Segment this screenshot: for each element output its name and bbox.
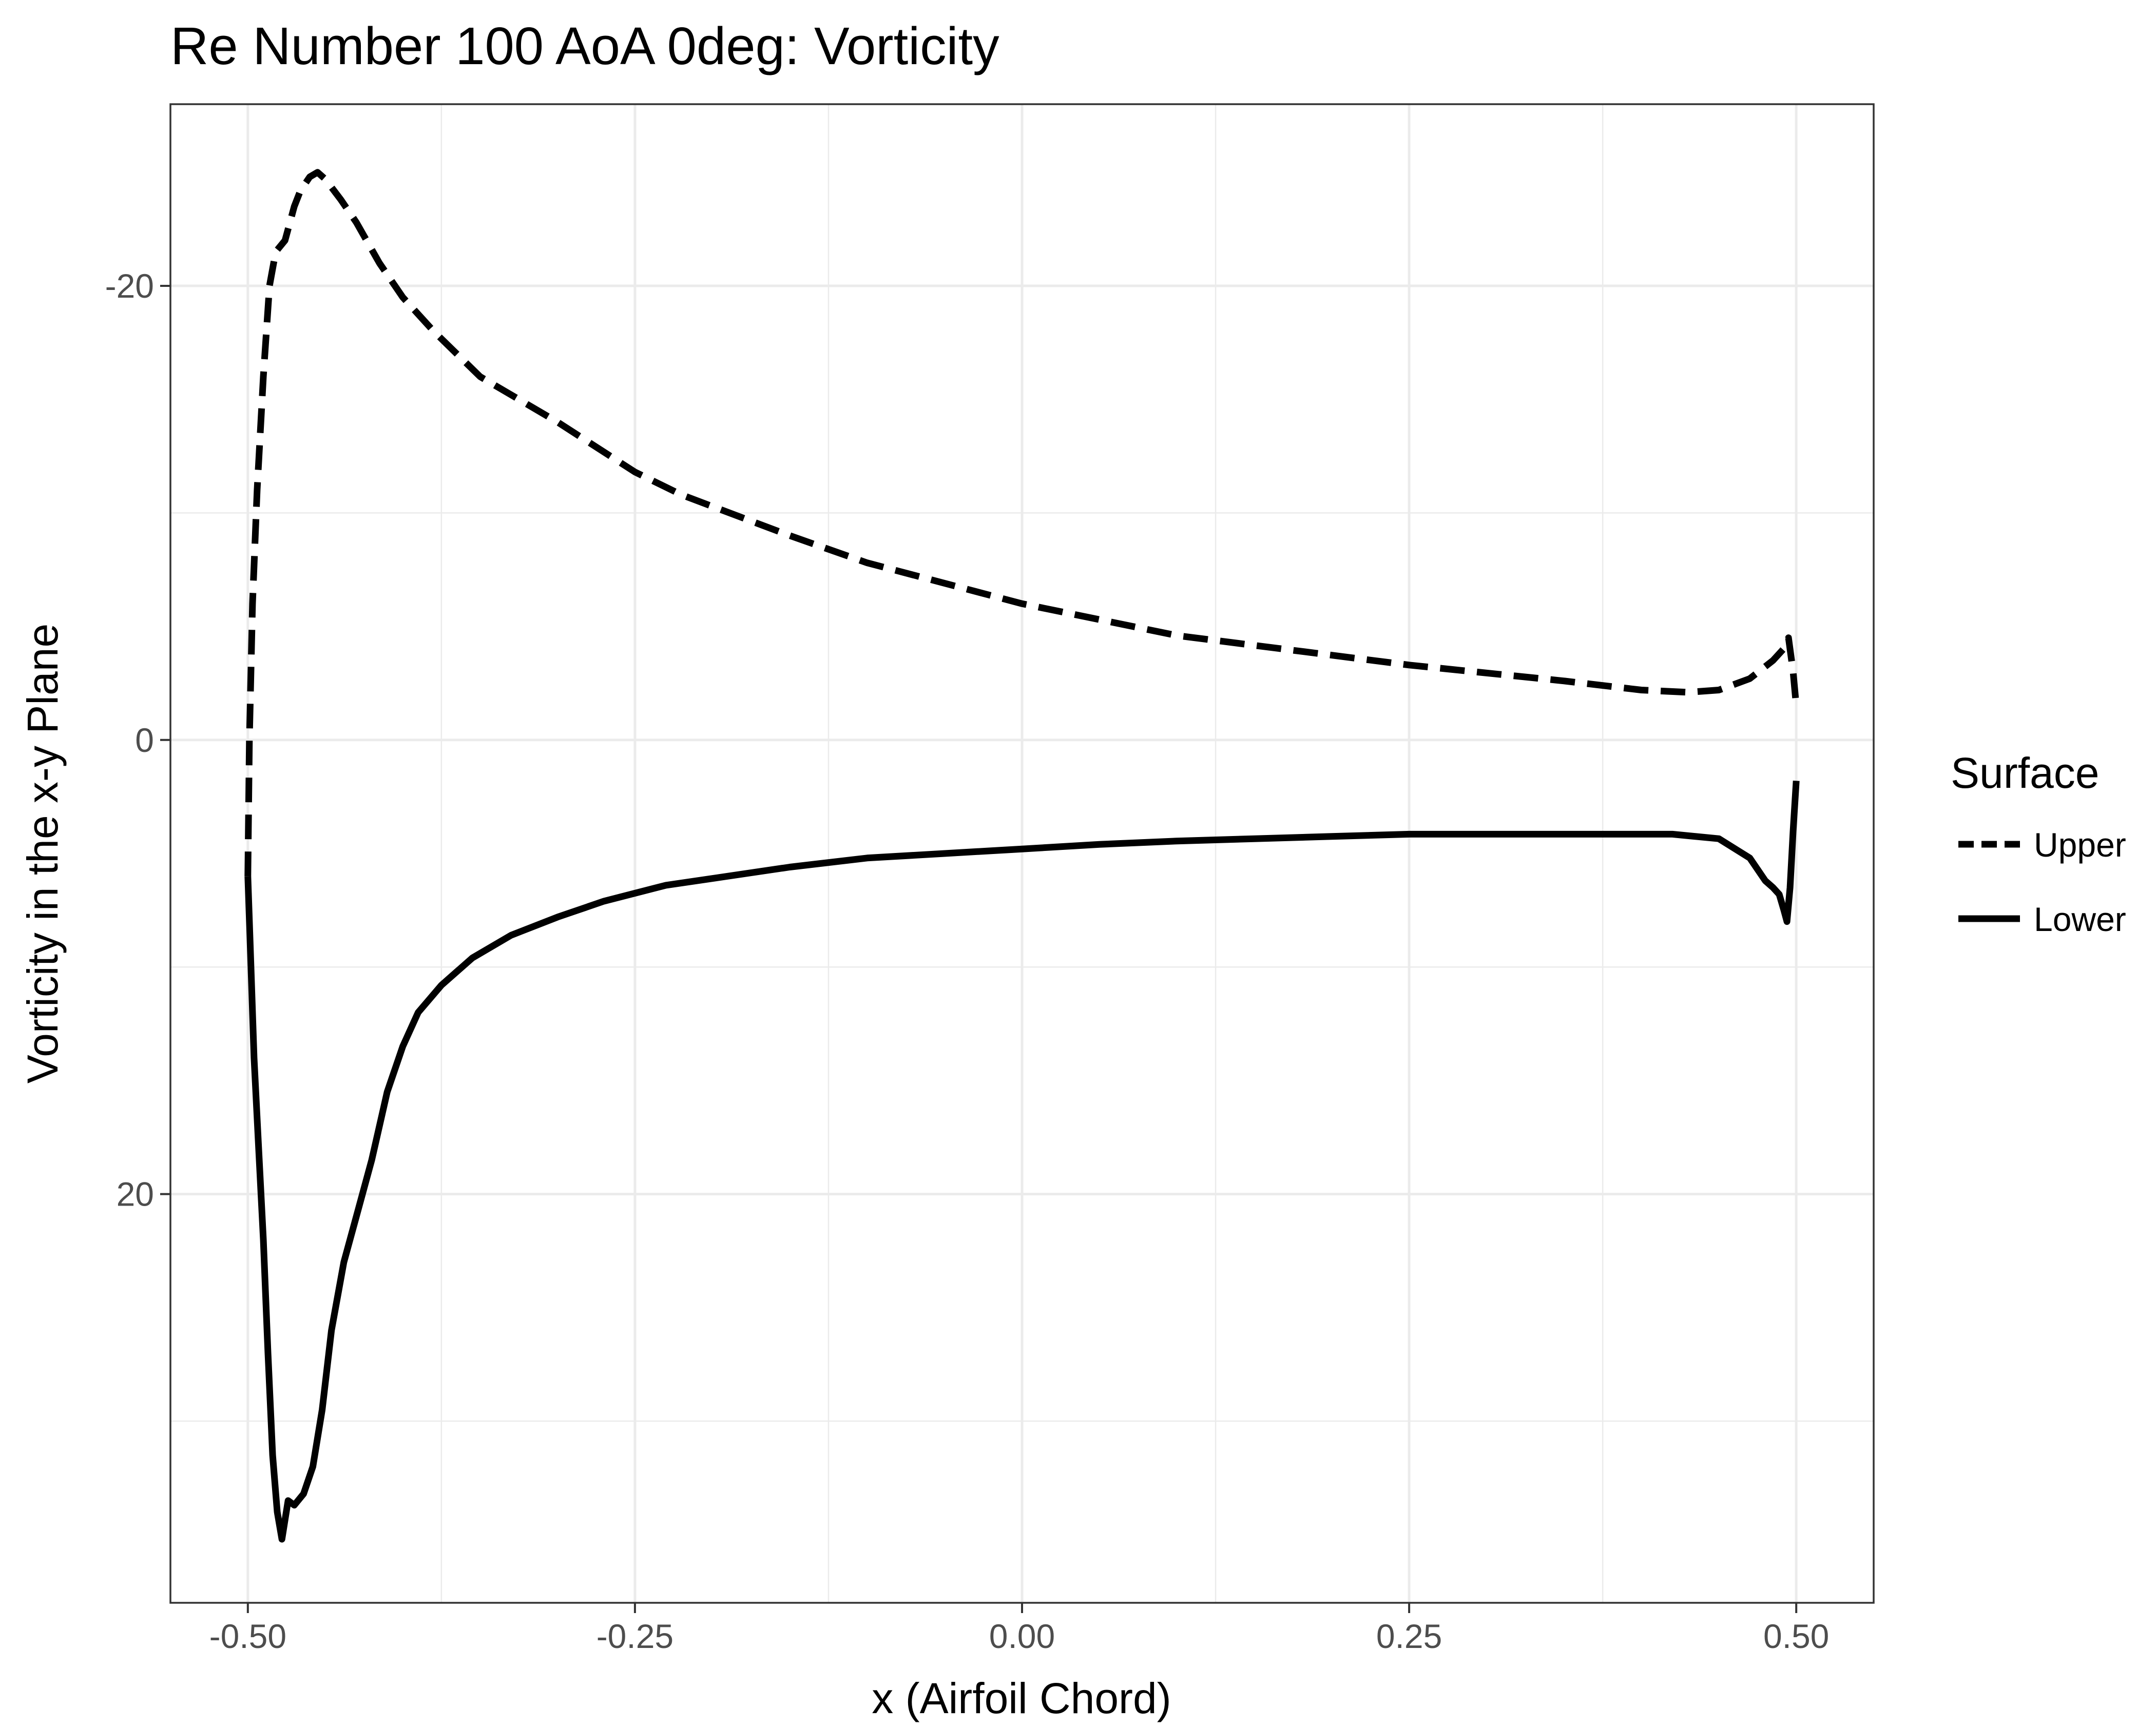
legend-label-upper: Upper — [2034, 826, 2126, 864]
x-tick-label: -0.50 — [209, 1617, 286, 1655]
grid — [170, 104, 1874, 1603]
y-tick-label: -20 — [105, 267, 154, 305]
y-tick-label: 0 — [135, 721, 154, 759]
x-tick-label: 0.00 — [989, 1617, 1055, 1655]
x-tick-label: 0.25 — [1376, 1617, 1442, 1655]
y-tick-label: 20 — [117, 1175, 154, 1213]
x-tick-label: -0.25 — [596, 1617, 673, 1655]
chart-title: Re Number 100 AoA 0deg: Vorticity — [170, 16, 999, 75]
legend: Surface Upper Lower — [1951, 749, 2126, 938]
series-layer — [244, 169, 1800, 1543]
x-tick-label: 0.50 — [1763, 1617, 1829, 1655]
series-line-lower — [244, 780, 1800, 1543]
legend-title: Surface — [1951, 749, 2100, 797]
series-line-upper — [244, 169, 1800, 877]
axes: -0.50 -0.25 0.00 0.25 0.50 -20 0 20 — [105, 267, 1830, 1655]
y-axis-title: Vorticity in the x-y Plane — [18, 624, 67, 1083]
legend-label-lower: Lower — [2034, 900, 2126, 938]
x-axis-title: x (Airfoil Chord) — [872, 1674, 1171, 1722]
